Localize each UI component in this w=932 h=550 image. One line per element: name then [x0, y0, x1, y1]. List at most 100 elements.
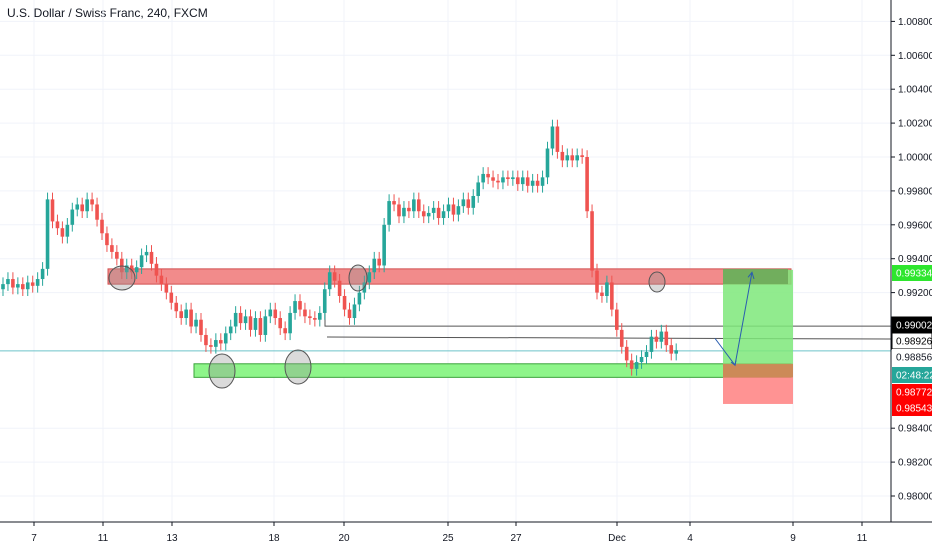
- candle-body: [407, 207, 411, 212]
- candle-body: [322, 289, 327, 313]
- candle-body: [466, 199, 471, 208]
- candle-body: [436, 207, 441, 219]
- candle-body: [194, 319, 198, 327]
- candle-body: [511, 177, 515, 180]
- candle-body: [659, 331, 664, 342]
- price-badge-label: 0.98543: [896, 404, 932, 415]
- candle-body: [585, 157, 589, 212]
- price-badge-label: 0.99334: [896, 269, 932, 280]
- candle-body: [11, 279, 15, 288]
- candle-body: [209, 345, 213, 347]
- candle-body: [60, 228, 65, 237]
- price-tick-label: 0.99200: [898, 288, 932, 299]
- candle-body: [50, 199, 55, 222]
- candle-body: [595, 270, 599, 293]
- time-tick-label: 27: [510, 533, 522, 544]
- time-scale[interactable]: 7 11 13 18 20 25 27 Dec 4 9 11: [31, 522, 868, 544]
- candle-body: [189, 309, 193, 327]
- candle-body: [402, 207, 406, 217]
- candle-body: [95, 204, 99, 220]
- candle-body: [431, 207, 436, 213]
- candle-body: [253, 318, 258, 330]
- candle-body: [674, 350, 678, 354]
- drawings[interactable]: [0, 268, 892, 404]
- time-tick-label: 25: [442, 533, 454, 544]
- highlight-ellipse[interactable]: [208, 353, 236, 389]
- annotation-ellipses[interactable]: [108, 264, 666, 389]
- candle-body: [273, 309, 278, 319]
- candle-body: [308, 316, 312, 319]
- candle-body: [387, 201, 391, 225]
- candle-body: [75, 204, 80, 210]
- position-entry-overlap: [723, 363, 793, 378]
- candle-body: [85, 199, 89, 212]
- candle-body: [629, 360, 634, 369]
- grid: [0, 0, 891, 522]
- candle-body: [590, 211, 594, 271]
- horizontal-line-0.98926[interactable]: [326, 336, 892, 340]
- candle-body: [565, 155, 570, 161]
- candle-body: [45, 199, 50, 269]
- candle-body: [461, 199, 466, 207]
- candle-body: [283, 328, 287, 334]
- position-target-zone[interactable]: [723, 269, 793, 366]
- candle-body: [540, 177, 545, 186]
- candle-body: [644, 351, 649, 358]
- candle-body: [560, 151, 565, 161]
- support-zone[interactable]: [193, 363, 792, 378]
- candle-body: [486, 173, 490, 178]
- price-badge-label: 0.98926: [896, 337, 932, 348]
- time-tick-label: 11: [98, 533, 109, 544]
- price-tick-label: 0.98200: [898, 458, 932, 469]
- time-tick-label: 20: [338, 533, 350, 544]
- candle-body: [664, 331, 669, 346]
- candle-body: [70, 209, 75, 225]
- candle-body: [90, 199, 94, 205]
- candle-body: [580, 155, 584, 157]
- candle-body: [293, 301, 297, 313]
- candle-body: [25, 282, 30, 290]
- arrowhead-up-icon: [747, 271, 755, 280]
- candle-body: [139, 255, 144, 268]
- horizontal-line-0.99002[interactable]: [324, 312, 891, 327]
- candle-body: [154, 263, 159, 276]
- highlight-ellipse[interactable]: [284, 349, 312, 385]
- time-tick-label: 4: [687, 533, 693, 544]
- candle-body: [105, 233, 109, 246]
- candle-body: [30, 282, 35, 286]
- price-tick-label: 0.98000: [898, 492, 932, 503]
- candle-body: [451, 204, 456, 215]
- candle-body: [417, 199, 421, 212]
- highlight-ellipse[interactable]: [108, 265, 136, 291]
- chart-title: U.S. Dollar / Swiss Franc, 240, FXCM: [7, 6, 208, 20]
- candle-body: [654, 336, 659, 342]
- price-badge-label: 0.99002: [896, 321, 932, 332]
- candle-body: [164, 284, 169, 293]
- price-badge-entry: [892, 384, 932, 400]
- time-tick-label: 13: [166, 533, 178, 544]
- highlight-ellipse[interactable]: [648, 271, 666, 293]
- candle-body: [506, 177, 510, 180]
- candle-body: [491, 177, 495, 181]
- price-scale[interactable]: 1.00800 1.00600 1.00400 1.00200 1.00000 0.998…: [891, 17, 932, 503]
- candle-body: [21, 284, 25, 290]
- candle-body: [397, 204, 401, 217]
- candle-body: [318, 312, 322, 320]
- position-target-overlap: [723, 268, 788, 285]
- candle-body: [441, 211, 446, 219]
- price-tick-label: 1.00400: [898, 85, 932, 96]
- candle-body: [352, 304, 357, 319]
- candle-body: [446, 204, 451, 212]
- price-tick-label: 1.00600: [898, 51, 932, 62]
- highlight-ellipse[interactable]: [348, 264, 368, 292]
- candle-body: [80, 204, 84, 212]
- candle-body: [525, 177, 530, 186]
- resistance-zone[interactable]: [107, 268, 792, 285]
- candle-body: [199, 319, 203, 335]
- time-tick-label: 9: [790, 533, 796, 544]
- candle-body: [115, 251, 119, 259]
- candle-body: [421, 211, 426, 217]
- candle-body: [624, 346, 629, 361]
- price-tick-label: 0.98400: [898, 424, 932, 435]
